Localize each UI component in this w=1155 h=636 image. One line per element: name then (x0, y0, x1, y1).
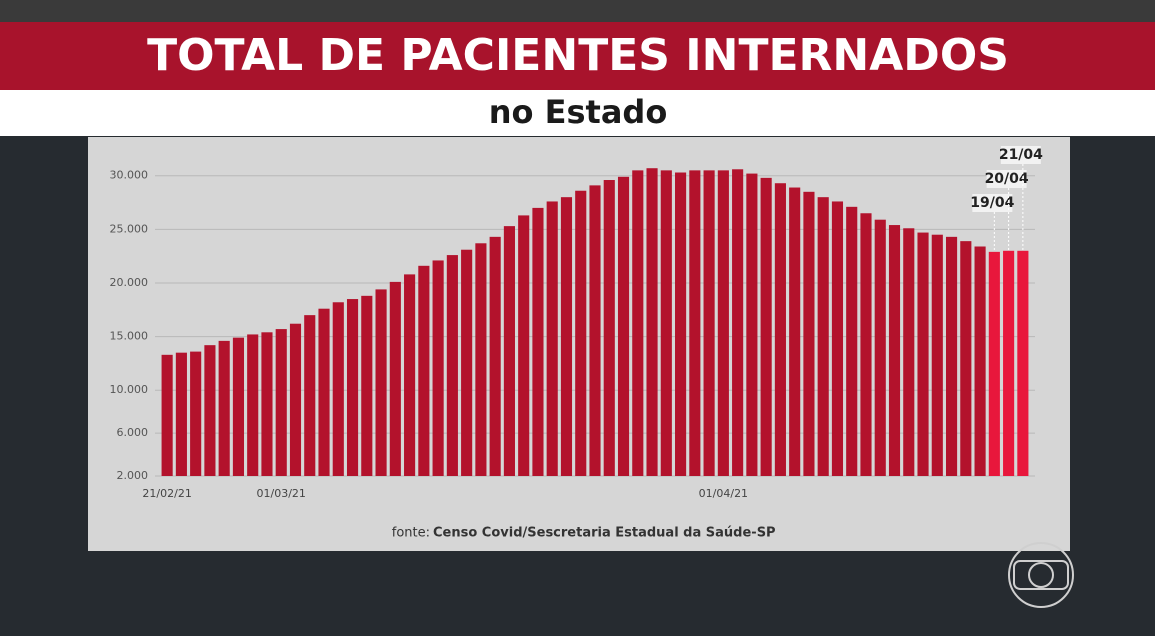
bar (717, 170, 729, 477)
y-tick-label: 20.000 (110, 276, 149, 289)
bar (660, 170, 672, 477)
bar (689, 170, 701, 477)
top-strip (0, 0, 1155, 22)
y-tick-label: 2.000 (117, 469, 149, 482)
bar (1003, 250, 1015, 476)
bar (361, 295, 373, 476)
bar (432, 260, 444, 476)
y-tick-label: 25.000 (110, 222, 149, 235)
bar (475, 243, 487, 476)
y-tick-label: 10.000 (110, 383, 149, 396)
bar (860, 213, 872, 477)
bar (418, 265, 430, 476)
x-tick-label: 01/04/21 (699, 487, 748, 500)
bar (646, 168, 658, 477)
chart-subtitle: no Estado (489, 93, 668, 131)
highlight-label: 20/04 (985, 171, 1029, 187)
bar (461, 249, 473, 476)
bar (404, 274, 416, 476)
bar (318, 308, 330, 476)
bar (503, 226, 515, 476)
bar (817, 197, 829, 476)
bar (261, 332, 273, 476)
bar (945, 236, 958, 476)
bar (831, 201, 844, 476)
bar (190, 351, 202, 476)
bar (232, 337, 245, 476)
bar (546, 201, 558, 476)
bar (589, 185, 601, 476)
bar (617, 176, 630, 476)
x-tick-label: 01/03/21 (257, 487, 306, 500)
bar (931, 234, 943, 476)
source: Censo Covid/Sescretaria Estadual da Saúd… (433, 526, 776, 541)
bar (518, 215, 530, 476)
bar (675, 172, 687, 476)
title-band (0, 22, 1155, 90)
bar (304, 315, 316, 476)
bar (275, 329, 287, 476)
bar (988, 251, 1000, 476)
bar (446, 255, 458, 476)
bar (1017, 250, 1029, 476)
bar (289, 323, 302, 476)
bar (846, 206, 858, 476)
logo (1008, 542, 1074, 608)
bar (375, 289, 387, 476)
bar (760, 177, 772, 477)
highlight-label: 19/04 (970, 195, 1014, 211)
source-prefix: fonte: (392, 526, 430, 541)
bar (575, 190, 587, 477)
bar (903, 228, 915, 476)
bar (247, 334, 259, 476)
label-box (986, 170, 1027, 188)
chart-title: TOTAL DE PACIENTES INTERNADOS (147, 30, 1009, 81)
label-box (972, 194, 1013, 212)
bar (204, 345, 216, 476)
bar (803, 191, 815, 476)
y-tick-label: 6.000 (117, 426, 149, 439)
bar (874, 219, 886, 476)
y-tick-label: 30.000 (110, 169, 149, 182)
bar (175, 352, 187, 476)
bar (632, 170, 644, 477)
bar (974, 246, 986, 476)
bar (560, 197, 573, 476)
subtitle-band (0, 90, 1155, 136)
bar (389, 281, 401, 476)
label-box (1000, 146, 1041, 164)
bar (603, 180, 615, 476)
bar (960, 241, 972, 476)
y-tick-label: 15.000 (110, 330, 149, 343)
bar (917, 232, 929, 476)
bar (789, 187, 801, 476)
bar (332, 302, 344, 476)
bar (888, 225, 901, 476)
bar (346, 299, 359, 476)
bar (532, 207, 544, 476)
bar (161, 354, 173, 476)
bar (218, 340, 230, 476)
bar (746, 173, 758, 476)
bar (732, 169, 744, 476)
x-tick-label: 21/02/21 (142, 487, 191, 500)
bar (489, 236, 501, 476)
highlight-label: 21/04 (999, 147, 1043, 163)
bar (703, 170, 715, 477)
bar (774, 183, 786, 477)
